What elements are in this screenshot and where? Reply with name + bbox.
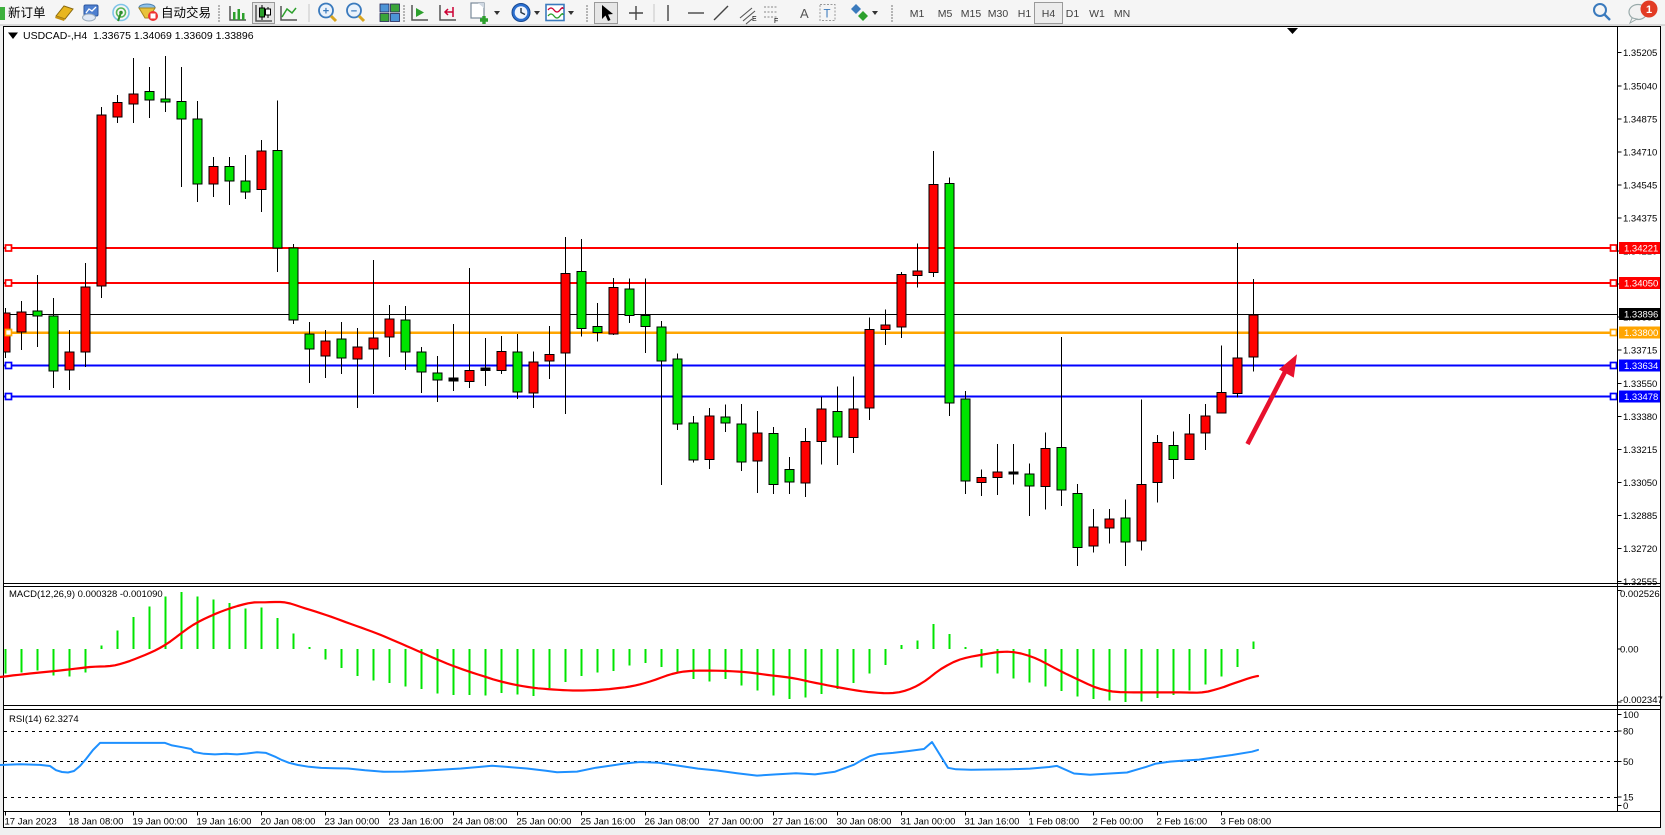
svg-text:F: F [774,18,778,25]
svg-text:2 Feb 16:00: 2 Feb 16:00 [1157,817,1208,828]
svg-text:H4: H4 [1042,8,1056,20]
svg-text:−: − [351,6,357,18]
svg-text:MN: MN [1114,8,1130,20]
svg-text:M30: M30 [988,8,1009,20]
svg-text:3 Feb 08:00: 3 Feb 08:00 [1221,817,1272,828]
svg-text:20 Jan 08:00: 20 Jan 08:00 [261,817,316,828]
svg-text:1.34375: 1.34375 [1623,214,1657,225]
svg-text:1.32555: 1.32555 [1623,577,1657,588]
svg-text:M5: M5 [938,8,953,20]
svg-text:2 Feb 00:00: 2 Feb 00:00 [1093,817,1144,828]
svg-text:27 Jan 00:00: 27 Jan 00:00 [709,817,764,828]
svg-text:1.33050: 1.33050 [1623,478,1657,489]
svg-text:M1: M1 [910,8,925,20]
svg-text:1.33380: 1.33380 [1623,412,1657,423]
svg-text:1.34875: 1.34875 [1623,114,1657,125]
svg-text:17 Jan 2023: 17 Jan 2023 [5,817,57,828]
svg-text:T: T [824,9,831,21]
svg-text:19 Jan 16:00: 19 Jan 16:00 [197,817,252,828]
svg-text:1: 1 [1646,4,1652,16]
svg-text:+: + [323,6,329,18]
svg-text:80: 80 [1623,727,1634,738]
svg-text:1.33478: 1.33478 [1624,392,1658,403]
svg-text:0.002526: 0.002526 [1620,589,1660,600]
svg-text:D1: D1 [1066,8,1080,20]
svg-text:RSI(14) 62.3274: RSI(14) 62.3274 [9,714,79,725]
svg-text:0: 0 [1623,801,1628,812]
svg-text:27 Jan 16:00: 27 Jan 16:00 [773,817,828,828]
svg-text:26 Jan 08:00: 26 Jan 08:00 [645,817,700,828]
svg-text:1.33896: 1.33896 [1624,310,1658,321]
svg-text:24 Jan 08:00: 24 Jan 08:00 [453,817,508,828]
svg-text:1.33634: 1.33634 [1624,361,1658,372]
svg-text:31 Jan 16:00: 31 Jan 16:00 [965,817,1020,828]
svg-text:50: 50 [1623,757,1634,768]
svg-text:19 Jan 00:00: 19 Jan 00:00 [133,817,188,828]
svg-text:W1: W1 [1089,8,1105,20]
svg-text:M15: M15 [961,8,982,20]
svg-text:0.00: 0.00 [1620,645,1639,656]
svg-text:自动交易: 自动交易 [161,5,211,20]
svg-text:25 Jan 00:00: 25 Jan 00:00 [517,817,572,828]
svg-text:1.32885: 1.32885 [1623,511,1657,522]
svg-text:1.33550: 1.33550 [1623,379,1657,390]
svg-text:23 Jan 00:00: 23 Jan 00:00 [325,817,380,828]
svg-text:1.34710: 1.34710 [1623,147,1657,158]
svg-text:新订单: 新订单 [8,5,46,20]
svg-text:1.34221: 1.34221 [1624,244,1658,255]
svg-text:1.34050: 1.34050 [1624,279,1658,290]
svg-text:1.33800: 1.33800 [1624,328,1658,339]
svg-text:USDCAD-,H4 1.33675 1.34069 1.: USDCAD-,H4 1.33675 1.34069 1.33609 1.338… [23,30,254,42]
svg-text:30 Jan 08:00: 30 Jan 08:00 [837,817,892,828]
svg-text:1 Feb 08:00: 1 Feb 08:00 [1029,817,1080,828]
svg-text:H1: H1 [1018,8,1032,20]
svg-text:1.33215: 1.33215 [1623,445,1657,456]
svg-text:1.33715: 1.33715 [1623,346,1657,357]
svg-text:18 Jan 08:00: 18 Jan 08:00 [69,817,124,828]
svg-text:15: 15 [1623,793,1634,804]
svg-text:25 Jan 16:00: 25 Jan 16:00 [581,817,636,828]
svg-text:A: A [800,6,809,21]
svg-text:1.32720: 1.32720 [1623,544,1657,555]
svg-text:23 Jan 16:00: 23 Jan 16:00 [389,817,444,828]
svg-text:31 Jan 00:00: 31 Jan 00:00 [901,817,956,828]
svg-text:E: E [752,16,757,23]
svg-text:1.34545: 1.34545 [1623,180,1657,191]
svg-text:-0.002347: -0.002347 [1620,695,1663,706]
svg-text:100: 100 [1623,710,1639,721]
svg-text:MACD(12,26,9) 0.000328 -0.0010: MACD(12,26,9) 0.000328 -0.001090 [9,589,163,600]
svg-text:1.35040: 1.35040 [1623,81,1657,92]
svg-text:1.35205: 1.35205 [1623,48,1657,59]
